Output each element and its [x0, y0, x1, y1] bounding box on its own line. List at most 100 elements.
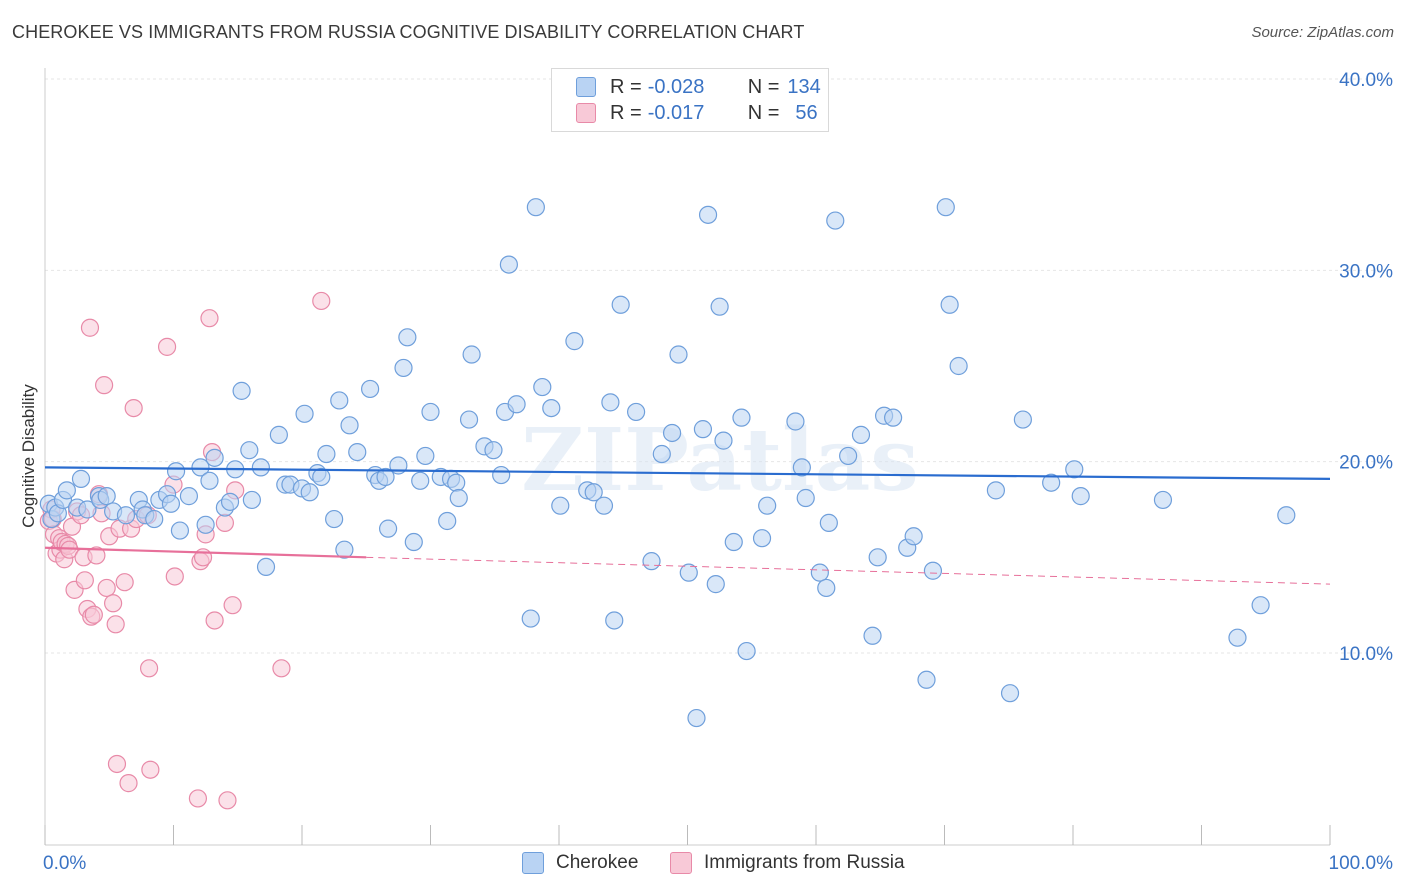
y-axis-title: Cognitive Disability [19, 384, 38, 528]
data-point [107, 754, 127, 774]
data-point [714, 431, 733, 450]
y-tick-label: 10.0% [1339, 644, 1393, 665]
data-point [826, 211, 845, 230]
data-point [317, 444, 336, 464]
data-point [416, 446, 435, 466]
data-point [1153, 490, 1173, 510]
data-point [693, 420, 713, 439]
data-point [752, 529, 772, 548]
data-point [411, 471, 430, 490]
data-point [551, 496, 570, 515]
data-point [542, 398, 561, 418]
data-point [601, 393, 620, 412]
chart-title: CHEROKEE VS IMMIGRANTS FROM RUSSIA COGNI… [12, 22, 805, 42]
data-point [300, 483, 319, 502]
data-point [312, 291, 331, 311]
data-point [80, 318, 100, 337]
data-point [669, 345, 688, 364]
legend-label: Immigrants from Russia [704, 852, 905, 873]
data-point [223, 596, 242, 615]
data-point [312, 467, 331, 487]
r-label: R = [610, 101, 642, 124]
data-point [78, 500, 97, 519]
data-point [421, 402, 440, 422]
data-point [792, 458, 811, 477]
data-point [724, 532, 743, 552]
data-point [376, 467, 395, 487]
data-point [95, 376, 114, 395]
data-point [851, 425, 871, 444]
data-point [57, 481, 76, 500]
data-point [240, 441, 259, 460]
trend-lines [44, 466, 1331, 585]
data-point [188, 789, 208, 808]
data-point [986, 481, 1006, 500]
data-point [584, 483, 603, 502]
data-point [104, 594, 123, 613]
data-point [256, 557, 276, 577]
data-point [161, 494, 181, 513]
data-point [139, 659, 159, 678]
data-point [1251, 596, 1270, 615]
data-point [732, 408, 751, 427]
data-point [499, 255, 518, 274]
series-immigrants-from-russia [39, 291, 331, 810]
data-point [141, 760, 160, 779]
data-point [786, 412, 805, 431]
russia-swatch [576, 103, 596, 123]
data-point [438, 511, 457, 531]
data-point [75, 571, 94, 590]
data-point [796, 488, 815, 508]
data-point [124, 398, 143, 418]
data-point [1013, 410, 1032, 429]
data-point [484, 441, 503, 460]
data-point [449, 488, 468, 508]
data-point [839, 446, 858, 466]
data-point [940, 295, 959, 314]
n-value: 134 [787, 75, 821, 98]
russia-swatch [670, 852, 692, 874]
data-point [119, 774, 138, 793]
data-point [205, 611, 224, 630]
data-point [447, 473, 466, 492]
data-point [205, 448, 224, 467]
bottom-legend-cherokee: Cherokee [522, 852, 638, 874]
data-point [165, 567, 184, 586]
data-point [84, 605, 103, 624]
y-tick-label: 30.0% [1339, 261, 1393, 282]
data-point [272, 659, 291, 678]
data-point [679, 563, 698, 582]
data-point [394, 358, 413, 378]
data-point [1065, 460, 1084, 479]
data-point [179, 487, 199, 506]
axes [44, 68, 1331, 846]
data-point [492, 465, 511, 485]
data-point [459, 410, 479, 429]
data-point [404, 532, 423, 552]
data-point [145, 509, 164, 529]
data-point [936, 198, 955, 217]
r-value: -0.028 [647, 75, 705, 98]
data-point [710, 297, 729, 316]
data-point [949, 356, 968, 376]
data-point [1042, 473, 1061, 492]
data-point [706, 575, 725, 594]
data-point [817, 578, 836, 598]
x-tick-label: 0.0% [43, 853, 86, 874]
data-point [698, 205, 718, 224]
data-point [71, 469, 91, 488]
data-point [251, 458, 270, 477]
data-point [295, 404, 314, 423]
data-point [462, 345, 481, 364]
stats-legend: R = -0.028 N = 134 R = -0.017 N = 56 [551, 68, 829, 132]
data-point [626, 402, 646, 422]
cherokee-swatch [576, 77, 596, 97]
data-point [218, 791, 237, 810]
data-point [1071, 487, 1090, 506]
data-point [398, 328, 417, 347]
data-point [605, 611, 624, 630]
data-point [170, 521, 190, 540]
n-value: 56 [795, 101, 818, 124]
data-point [325, 509, 344, 529]
